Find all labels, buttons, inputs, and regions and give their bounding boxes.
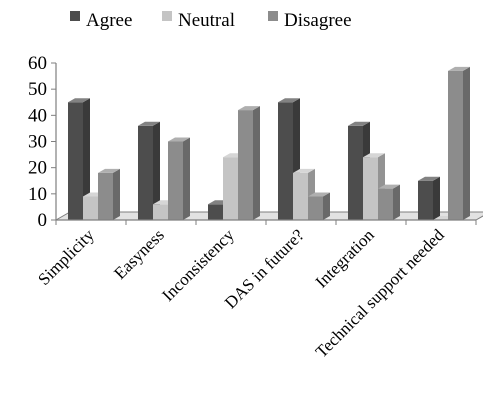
bar-front (153, 204, 168, 220)
bar-front (168, 141, 183, 220)
legend-item-agree: Agree (70, 10, 132, 31)
bar-top (363, 153, 385, 158)
bar-disagree-inconsistency (238, 106, 260, 220)
bar-side (433, 176, 440, 220)
bar-front (308, 196, 323, 220)
bar-front (378, 188, 393, 220)
x-tick-label-integration: Integration (312, 225, 379, 292)
legend-item-disagree: Disagree (268, 10, 352, 31)
y-axis: 0 10 20 30 40 50 60 (28, 53, 57, 231)
bar-front (448, 70, 463, 220)
bar-agree-simplicity (68, 98, 90, 220)
y-tick-label: 40 (28, 105, 47, 126)
bar-side (393, 184, 400, 220)
bar-front (138, 125, 153, 220)
bar-disagree-das-in-future (308, 192, 330, 220)
bar-agree-technical-support-needed (418, 176, 440, 220)
bar-disagree-easyness (168, 137, 190, 220)
bar-front (98, 172, 113, 220)
bar-front (348, 125, 363, 220)
x-tick-label-simplicity: Simplicity (34, 225, 98, 289)
y-tick-label: 50 (28, 79, 47, 100)
y-tick-label: 30 (28, 132, 47, 153)
bar-disagree-simplicity (98, 168, 120, 220)
bar-top (293, 168, 315, 173)
bar-disagree-technical-support-needed (448, 66, 470, 220)
y-tick-label: 20 (28, 158, 47, 179)
bar-top (308, 192, 330, 197)
bar-disagree-integration (378, 184, 400, 220)
bar-top (348, 121, 370, 126)
bar-agree-easyness (138, 121, 160, 220)
legend-swatch (268, 11, 278, 21)
legend: Agree Neutral Disagree (70, 10, 352, 31)
bar-side (463, 66, 470, 220)
legend-label: Agree (86, 10, 132, 31)
bar-side (183, 137, 190, 220)
bar-side (153, 121, 160, 220)
bar-top (68, 98, 90, 103)
bar-series-group (68, 66, 470, 221)
y-tick-label: 10 (28, 184, 47, 205)
bar-top (378, 184, 400, 189)
bar-side (253, 106, 260, 220)
bar-front (418, 180, 433, 220)
bar-front (68, 102, 83, 220)
bar-front (223, 157, 238, 220)
legend-swatch (70, 11, 80, 21)
legend-label: Neutral (178, 10, 235, 31)
bar-top (418, 176, 440, 181)
bar-front (208, 204, 223, 220)
bar-front (293, 172, 308, 220)
y-tick-label: 60 (28, 53, 47, 74)
bar-front (278, 102, 293, 220)
bar-side (113, 168, 120, 220)
legend-item-neutral: Neutral (162, 10, 235, 31)
bar-side (323, 192, 330, 220)
bar-top (138, 121, 160, 126)
y-tick-label: 0 (38, 210, 48, 231)
bar-top (278, 98, 300, 103)
bar-front (363, 157, 378, 220)
x-tick-label-easyness: Easyness (110, 225, 168, 283)
legend-label: Disagree (284, 10, 352, 31)
bar-front (238, 110, 253, 220)
legend-swatch (162, 11, 172, 21)
bar-top (98, 168, 120, 173)
bar-top (448, 66, 470, 71)
bar-top (168, 137, 190, 142)
bar-side (83, 98, 90, 220)
bar-front (83, 196, 98, 220)
bar-top (238, 106, 260, 111)
x-tick-label-technical-support-needed: Technical support needed (312, 225, 448, 361)
